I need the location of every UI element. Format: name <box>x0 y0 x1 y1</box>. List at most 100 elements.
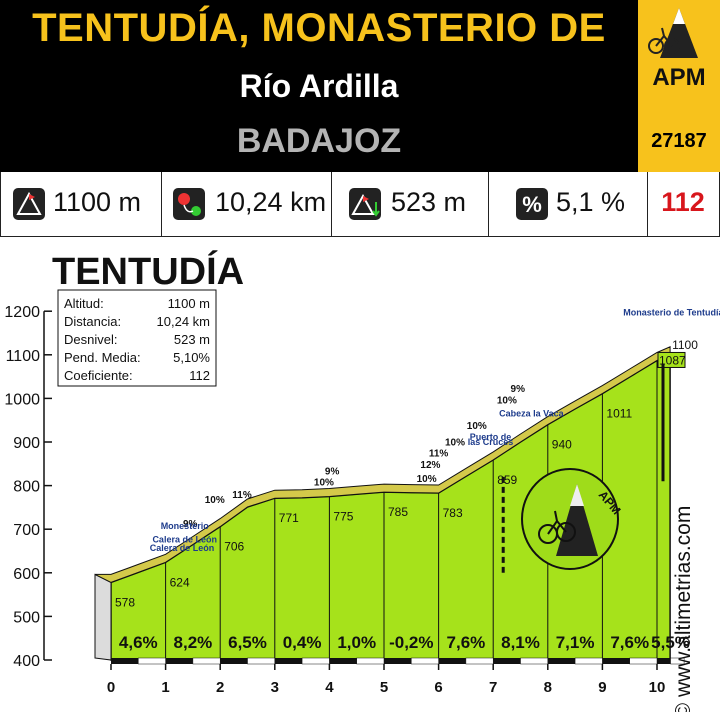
y-tick-label: 900 <box>13 435 40 452</box>
altitude-label: 785 <box>388 505 408 519</box>
summary-value: 5,10% <box>173 350 210 365</box>
altitude-label-box <box>657 351 686 368</box>
x-tick-label: 8 <box>544 679 552 696</box>
segment-grade-label: 7,6% <box>447 633 486 652</box>
place-label: las Cruces <box>468 437 514 447</box>
summary-box: Altitud: 1100 m Distancia: 10,24 km Desnivel… <box>57 289 217 387</box>
ramp-grade-label: 9% <box>511 384 526 395</box>
scale-bar-light <box>520 657 549 665</box>
scale-bar-dark <box>165 658 193 664</box>
percent-icon: % <box>516 188 548 220</box>
segment-grade-label: 7,1% <box>556 633 595 652</box>
scale-bar-dark <box>274 658 303 664</box>
place-label: Cabeza la Vaca <box>499 409 565 419</box>
stat-elevation: 523 m <box>331 172 489 236</box>
ramp-grade-label: 10% <box>467 421 487 432</box>
scale-bar-light <box>192 657 221 665</box>
ramp-grade-label: 10% <box>497 396 517 407</box>
stat-distance: 10,24 km <box>161 172 332 236</box>
y-tick-label: 700 <box>13 522 40 539</box>
mountain-cyclist-icon <box>648 8 698 58</box>
segment-grade-label: 7,6% <box>610 633 649 652</box>
mountain-icon <box>556 484 598 556</box>
ramp-grade-label: 10% <box>205 495 225 506</box>
stat-distance-value: 10,24 km <box>215 187 327 217</box>
summary-box-frame <box>57 289 217 387</box>
place-label: Monasterio de Tentudía <box>623 308 720 318</box>
altitude-label: 1087 <box>659 353 686 367</box>
x-tick-label: 7 <box>489 679 497 696</box>
y-tick-label: 400 <box>13 653 40 670</box>
y-tick-label: 1100 <box>6 348 41 365</box>
place-label: Calera de León <box>150 543 215 553</box>
segment-grade-label: 5,5% <box>651 633 690 652</box>
segment-grade-label: 8,1% <box>501 633 540 652</box>
stat-grade: % 5,1 % <box>488 172 648 236</box>
route-pin-icon <box>173 188 205 220</box>
altitude-label: 1100 <box>672 338 698 352</box>
segment-grade-label: 6,5% <box>228 633 267 652</box>
summary-value: 523 m <box>174 332 210 347</box>
x-tick-label: 5 <box>380 679 388 696</box>
x-axis: 0 1 2 3 4 5 6 7 8 9 10 <box>107 664 666 696</box>
segment-grade-label: 1,0% <box>337 633 376 652</box>
place-label: Puerto de <box>470 432 512 442</box>
stats-bar: 1100 m 10,24 km 523 m % 5,1 % 112 <box>0 172 720 237</box>
summary-value: 10,24 km <box>157 314 210 329</box>
logo-text: APM <box>652 64 706 91</box>
x-tick-label: 2 <box>216 679 224 696</box>
chart-title: TENTUDÍA <box>52 249 244 293</box>
stat-elevation-value: 523 m <box>391 187 467 217</box>
scale-bar-dark <box>384 658 412 664</box>
summary-key: Desnivel: <box>64 332 117 347</box>
summary-key: Pend. Media: <box>64 350 141 365</box>
stat-grade-value: 5,1 % <box>556 187 626 217</box>
ramp-grade-label: 9% <box>183 519 198 530</box>
y-tick-label: 1200 <box>4 304 40 321</box>
summary-key: Altitud: <box>64 296 104 311</box>
segment-grade-label: 0,4% <box>283 633 322 652</box>
y-tick-label: 600 <box>13 566 40 583</box>
scale-bar-dark <box>602 658 630 664</box>
segment-grade-label: 4,6% <box>119 633 158 652</box>
scale-bar-dark <box>438 658 466 664</box>
altitude-label: 578 <box>115 595 135 609</box>
segment-grade-label: -0,2% <box>389 633 433 652</box>
scale-bar-dark <box>493 658 521 664</box>
place-label: Monesterio <box>161 521 210 531</box>
place-label: Calera de León <box>152 534 217 544</box>
ramp-grade-label: 10% <box>417 474 437 485</box>
scale-bar-light <box>574 657 603 665</box>
stat-altitude-value: 1100 m <box>53 187 142 217</box>
altitude-label: 940 <box>552 438 572 452</box>
climb-code: 27187 <box>651 130 707 152</box>
scale-bar-light <box>356 657 385 665</box>
scale-bar-dark <box>547 658 576 664</box>
page-subtitle: Río Ardilla <box>239 68 399 104</box>
scale-bar-dark <box>220 658 248 664</box>
ramp-grade-label: 11% <box>232 490 252 501</box>
scale-bar-light <box>465 657 494 665</box>
altitude-label: 859 <box>497 473 517 487</box>
scale-bar-light <box>670 657 685 665</box>
summary-value: 112 <box>189 368 210 383</box>
x-tick-label: 10 <box>649 679 666 696</box>
stat-coefficient-value: 112 <box>661 187 705 217</box>
y-axis: 400 500 600 700 800 900 1000 1100 1200 <box>4 304 52 670</box>
altitude-label: 1011 <box>606 407 632 421</box>
x-tick-label: 4 <box>325 679 334 696</box>
altitude-label: 775 <box>333 510 353 524</box>
scale-bar-light <box>411 657 439 665</box>
summary-key: Coeficiente: <box>64 368 133 383</box>
stat-coefficient: 112 <box>647 172 719 236</box>
apm-logo: APM 27187 <box>638 0 720 172</box>
ramp-grade-label: 12% <box>420 460 440 471</box>
ramp-grade-label: 9% <box>325 467 340 478</box>
x-tick-label: 6 <box>434 679 442 696</box>
page-title: TENTUDÍA, MONASTERIO DE <box>32 6 606 50</box>
x-tick-label: 0 <box>107 679 115 696</box>
scale-bar-light <box>247 657 276 665</box>
ramp-grade-label: 10% <box>445 437 465 448</box>
